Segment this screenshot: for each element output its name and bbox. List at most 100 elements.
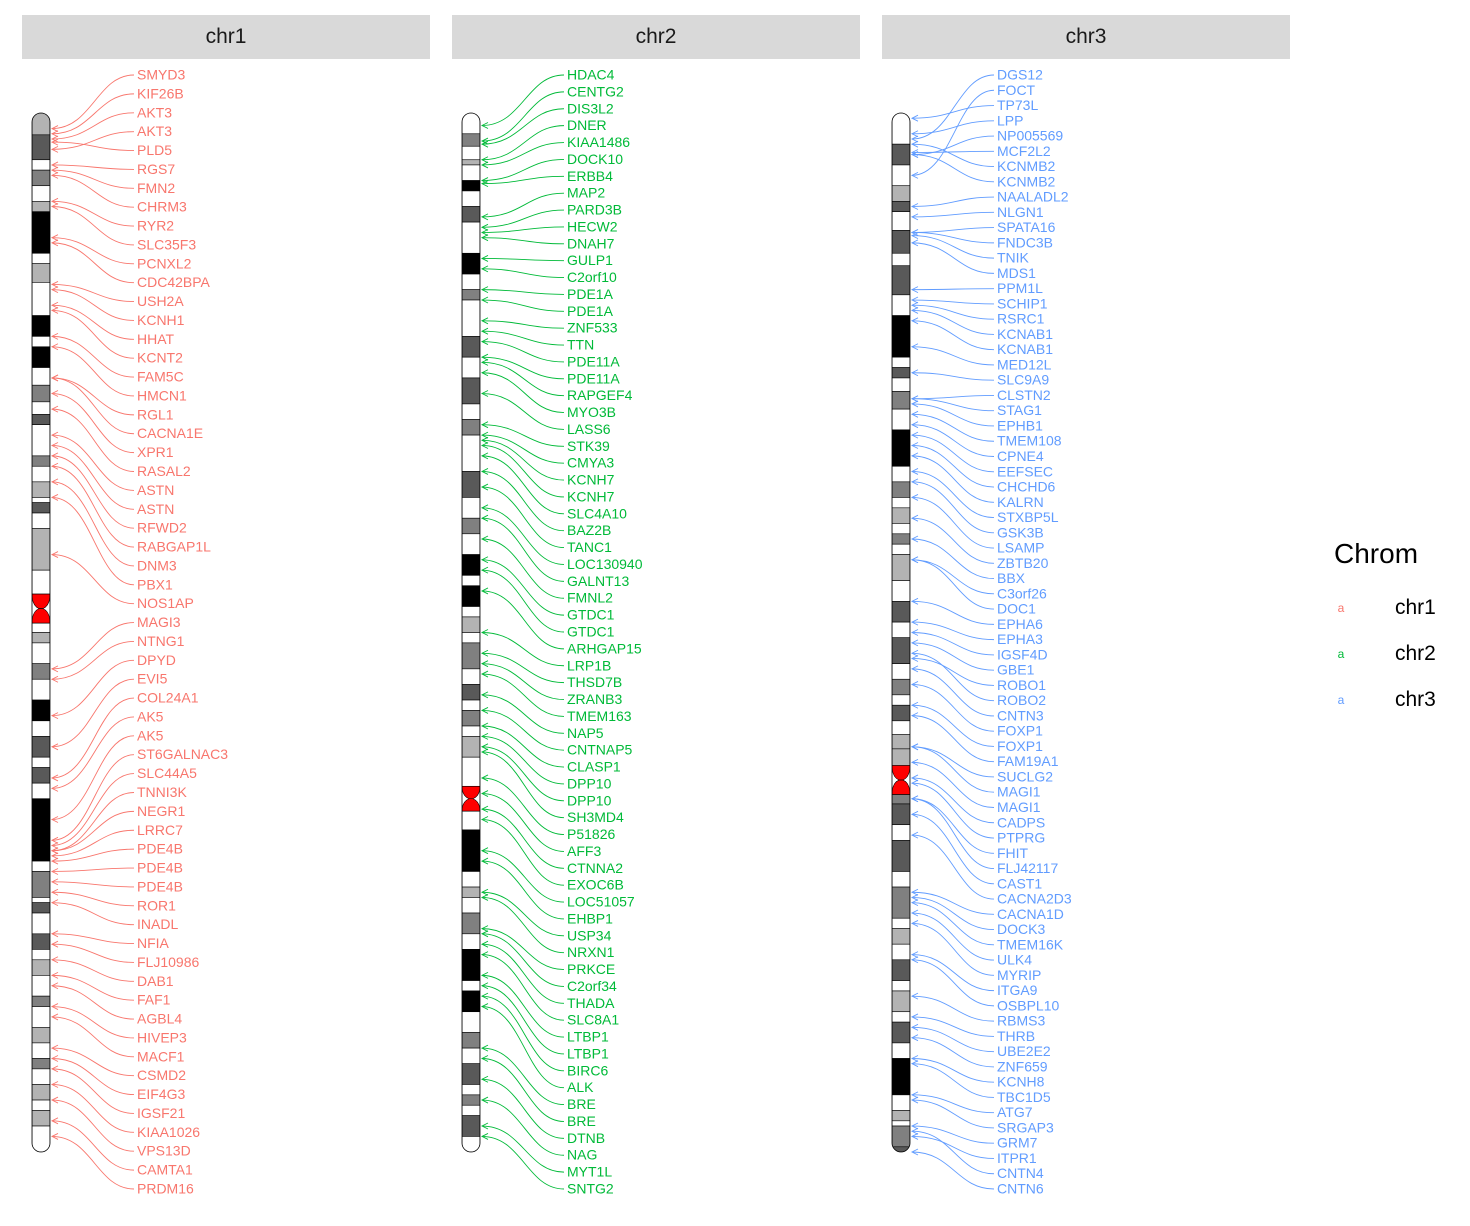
band-gpos25 <box>32 528 50 571</box>
gene-label: SLC9A9 <box>997 372 1049 388</box>
band-gpos100 <box>32 699 50 722</box>
band-gneg <box>892 1094 910 1111</box>
legend-title: Chrom <box>1334 538 1419 569</box>
arrow-head-icon <box>50 774 59 782</box>
gene-connector <box>481 538 565 599</box>
arrow-head-icon <box>480 629 489 636</box>
arrow-head-icon <box>50 431 59 439</box>
band-gneg <box>32 185 50 202</box>
gene-connector <box>911 211 995 218</box>
gene-connector <box>911 902 995 946</box>
gene-label: DOC1 <box>997 601 1036 617</box>
gene-connector <box>911 299 995 305</box>
arrow-head-icon <box>50 197 59 205</box>
gene-label: DNM3 <box>137 557 177 573</box>
arrow-head-icon <box>910 888 919 896</box>
arrow-head-icon <box>910 899 919 907</box>
band-gneg <box>462 756 480 787</box>
band-gpos25 <box>892 1110 910 1122</box>
gene-label: NOS1AP <box>137 595 194 611</box>
gene-connector <box>481 192 565 218</box>
gene-connector <box>911 600 995 625</box>
gene-connector <box>481 751 565 819</box>
band-gneg <box>462 1011 480 1033</box>
gene-connector <box>911 154 995 183</box>
gene-connector <box>911 658 995 686</box>
gene-connector <box>911 150 995 153</box>
band-gneg <box>462 1136 480 1152</box>
gene-label: DNAH7 <box>567 235 615 251</box>
gene-label: KCNT2 <box>137 350 183 366</box>
band-gneg <box>892 377 910 392</box>
arrow-head-icon <box>480 234 489 242</box>
gene-label: LTBP1 <box>567 1029 609 1045</box>
band-gneg <box>892 663 910 680</box>
gene-label: NAP5 <box>567 725 604 741</box>
gene-label: MCF2L2 <box>997 143 1051 159</box>
gene-connector <box>51 1084 135 1133</box>
gene-label: MACF1 <box>137 1048 185 1064</box>
gene-label: KCNMB2 <box>997 158 1056 174</box>
arrow-head-icon <box>480 122 489 129</box>
arrow-head-icon <box>910 213 919 221</box>
gene-connector <box>51 902 135 926</box>
band-gpos75 <box>462 1115 480 1137</box>
gene-connector <box>481 486 565 549</box>
gene-connector <box>911 1130 995 1175</box>
gene-connector <box>51 131 135 150</box>
band-gpos100 <box>462 180 480 192</box>
gene-connector <box>911 445 995 488</box>
arrow-head-icon <box>910 514 919 522</box>
gene-connector <box>481 590 565 650</box>
gene-label: KCNH7 <box>567 488 615 504</box>
gene-label: RGL1 <box>137 406 174 422</box>
arrow-head-icon <box>50 675 59 683</box>
arrow-head-icon <box>480 743 489 751</box>
gene-label: CTNNA2 <box>567 860 623 876</box>
gene-connector <box>911 403 995 427</box>
gene-label: THRB <box>997 1028 1035 1044</box>
band-gpos50 <box>462 1094 480 1106</box>
gene-connector <box>481 1058 565 1122</box>
gene-connector <box>51 93 135 135</box>
gene-label: MAGI3 <box>137 614 181 630</box>
gene-label: EEFSEC <box>997 463 1053 479</box>
arrow-head-icon <box>50 281 59 288</box>
gene-label: SPATA16 <box>997 219 1056 235</box>
gene-connector <box>51 1099 135 1152</box>
gene-label: GALNT13 <box>567 573 629 589</box>
arrow-head-icon <box>910 442 919 449</box>
gene-label: THADA <box>567 995 615 1011</box>
band-gneg <box>462 145 480 161</box>
arrow-head-icon <box>480 317 489 325</box>
gene-label: TMEM163 <box>567 708 632 724</box>
arrow-head-icon <box>480 587 489 595</box>
centromere <box>32 593 50 609</box>
band-gpos75 <box>462 336 480 358</box>
arrow-head-icon <box>480 1075 489 1083</box>
arrow-head-icon <box>910 779 919 787</box>
gene-connector <box>911 777 995 824</box>
band-gpos25 <box>892 748 910 766</box>
gene-label: NLGN1 <box>997 204 1044 220</box>
arrow-head-icon <box>910 701 919 709</box>
gene-label: CENTG2 <box>567 83 624 99</box>
band-gpos100 <box>462 829 480 872</box>
arrow-head-icon <box>480 327 489 335</box>
gene-connector <box>481 891 565 937</box>
gene-connector <box>481 108 565 145</box>
gene-label: PDE11A <box>567 370 620 386</box>
gene-connector <box>911 922 995 976</box>
gene-label: SLC8A1 <box>567 1012 619 1028</box>
gene-label: RASAL2 <box>137 463 191 479</box>
gene-label: HMCN1 <box>137 387 187 403</box>
arrow-head-icon <box>480 930 489 938</box>
strip-chr1: chr1 <box>22 15 430 59</box>
gene-label: NAALADL2 <box>997 189 1069 205</box>
band-gneg <box>32 1042 50 1059</box>
gene-connector <box>911 304 995 320</box>
band-gneg <box>462 897 480 914</box>
gene-label: P51826 <box>567 826 615 842</box>
arrow-head-icon <box>910 410 919 418</box>
legend-label: chr1 <box>1395 596 1436 619</box>
